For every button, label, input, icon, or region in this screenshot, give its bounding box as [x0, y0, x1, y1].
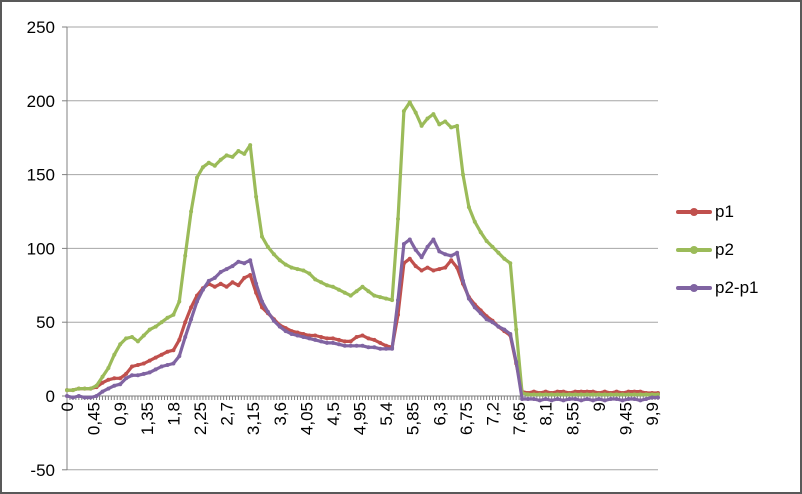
series-line-p2-p1	[65, 237, 660, 402]
legend-line-p1	[676, 208, 712, 216]
x-tick-label: 0	[58, 402, 77, 411]
legend-label-p2-p1: p2-p1	[715, 278, 759, 297]
legend-line-p2-p1	[676, 284, 712, 292]
x-tick-label: 3,6	[271, 402, 290, 426]
x-tick-label: 9	[590, 402, 609, 411]
y-axis-labels: 250 200 150 100 50 0 -50	[27, 18, 55, 480]
y-tick-label: -50	[30, 461, 55, 480]
y-tick-label: 0	[46, 387, 55, 406]
x-tick-label: 9,45	[616, 402, 635, 435]
legend-item-p2-p1: p2-p1	[676, 279, 758, 297]
x-tick-label: 5,85	[404, 402, 423, 435]
legend-line-p2	[676, 246, 712, 254]
chart-legend: p1 p2 p2-p1	[676, 203, 758, 317]
y-tick-label: 150	[27, 166, 55, 185]
x-axis-ticks	[66, 396, 659, 400]
x-tick-label: 6,3	[430, 402, 449, 426]
legend-marker-p1	[690, 208, 698, 216]
legend-marker-p2	[690, 246, 698, 254]
x-tick-label: 4,95	[351, 402, 370, 435]
y-tick-label: 100	[27, 239, 55, 258]
x-tick-label: 4,5	[324, 402, 343, 426]
x-tick-label: 7,2	[484, 402, 503, 426]
x-axis-labels: 0 0,45 0,9 1,35 1,8 2,25 2,7 3,15 3,6 4,05 4,5 4,95…	[58, 402, 662, 435]
x-tick-label: 2,25	[191, 402, 210, 435]
x-tick-label: 4,05	[297, 402, 316, 435]
x-tick-label: 8,1	[537, 402, 556, 426]
legend-item-p2: p2	[676, 241, 758, 259]
x-tick-label: 5,4	[377, 402, 396, 426]
x-tick-label: 7,65	[510, 402, 529, 435]
x-tick-label: 1,8	[164, 402, 183, 426]
x-tick-label: 0,9	[111, 402, 130, 426]
legend-label-p1: p1	[715, 202, 734, 221]
legend-item-p1: p1	[676, 203, 758, 221]
series-p2	[65, 100, 660, 397]
x-tick-label: 9,9	[643, 402, 662, 426]
x-tick-label: 8,55	[563, 402, 582, 435]
x-tick-label: 0,45	[85, 402, 104, 435]
y-tick-label: 200	[27, 92, 55, 111]
x-tick-label: 2,7	[218, 402, 237, 426]
x-tick-label: 1,35	[138, 402, 157, 435]
x-tick-label: 6,75	[457, 402, 476, 435]
legend-label-p2: p2	[715, 240, 734, 259]
series-p2-p1	[65, 237, 660, 403]
legend-marker-p2-p1	[690, 284, 698, 292]
gridlines	[67, 26, 658, 471]
series-p1	[65, 256, 660, 395]
y-tick-label: 250	[27, 18, 55, 37]
y-tick-label: 50	[36, 313, 55, 332]
x-tick-label: 3,15	[244, 402, 263, 435]
